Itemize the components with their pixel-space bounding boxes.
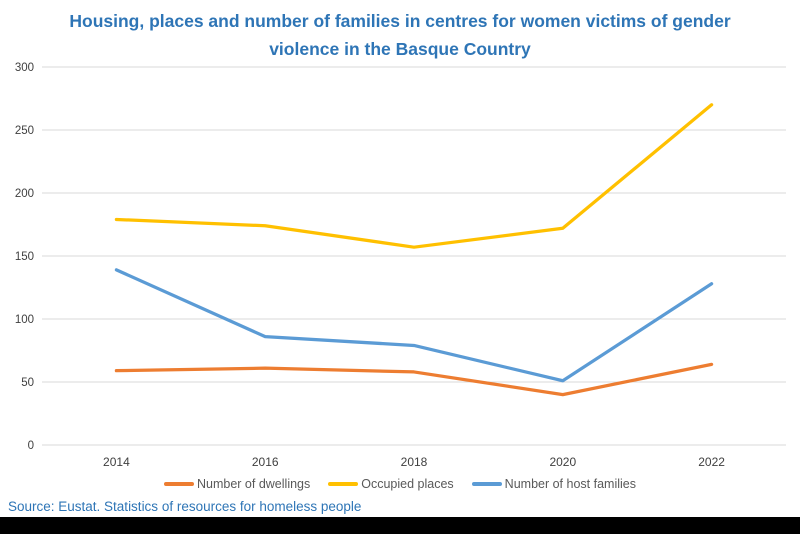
bottom-black-bar (0, 517, 800, 534)
y-tick-label: 300 (15, 62, 34, 74)
legend-line-marker (328, 482, 359, 486)
series-line-occupied-places (114, 103, 714, 249)
legend-item: Occupied places (328, 477, 454, 491)
legend-label: Occupied places (361, 477, 454, 491)
chart-legend: Number of dwellings Occupied places Number… (0, 477, 800, 491)
legend-line-marker (164, 482, 194, 486)
y-tick-label: 100 (15, 314, 34, 326)
x-tick-label: 2014 (103, 455, 130, 469)
y-tick-label: 0 (28, 440, 34, 452)
y-tick-label: 250 (15, 125, 34, 137)
series-line-number-of-dwellings (114, 362, 714, 397)
x-tick-label: 2018 (401, 455, 428, 469)
legend-label: Number of dwellings (197, 477, 311, 491)
y-tick-label: 50 (21, 377, 34, 389)
x-tick-label: 2020 (549, 455, 576, 469)
source-note: Source: Eustat. Statistics of resources … (8, 499, 362, 514)
x-tick-label: 2016 (252, 455, 279, 469)
legend-item: Number of dwellings (164, 477, 310, 491)
series-line-number-of-host-families (114, 268, 714, 383)
chart-title: Housing, places and number of families i… (69, 11, 731, 59)
legend-label: Number of host families (504, 477, 636, 491)
legend-line-marker (471, 482, 502, 486)
y-tick-label: 150 (15, 251, 34, 263)
legend-item: Number of host families (471, 477, 636, 491)
y-tick-label: 200 (15, 188, 34, 200)
x-tick-label: 2022 (698, 455, 725, 469)
